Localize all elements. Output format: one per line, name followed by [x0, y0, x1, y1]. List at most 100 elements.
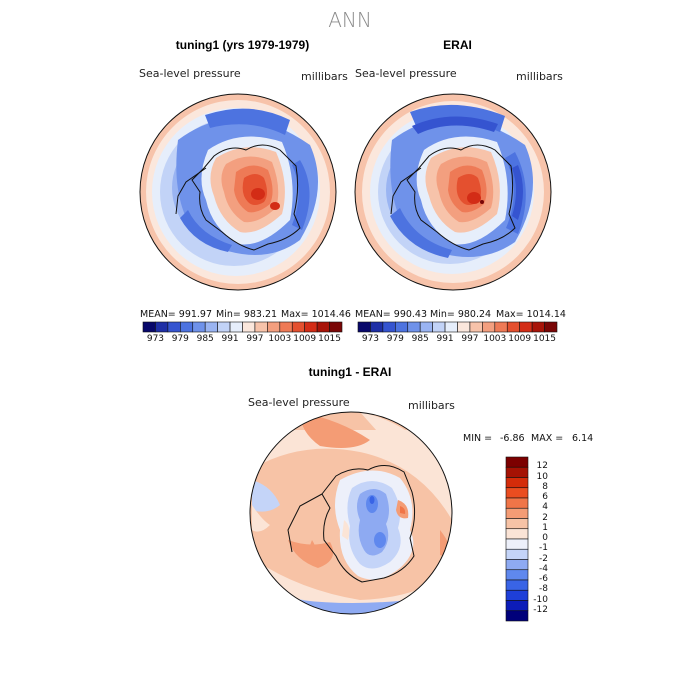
diff-colorbar-box: [505, 559, 529, 571]
left-colorbar-tick-label: 1015: [318, 334, 342, 344]
right-colorbar-tick-label: 1003: [483, 334, 507, 344]
left-map-fill: [140, 94, 336, 290]
diff-max-value: 6.14: [572, 433, 594, 444]
left-colorbar-tick-label: 1009: [293, 334, 317, 344]
right-colorbar-box: [519, 321, 533, 333]
diff-colorbar-box: [505, 600, 529, 612]
diff-colorbar-tick-label: -10: [533, 594, 548, 605]
right-colorbar-box: [506, 321, 520, 333]
left-colorbar-box: [254, 321, 268, 333]
left-colorbar-box: [242, 321, 256, 333]
figure-title: ANN: [328, 8, 372, 32]
left-map-border: [139, 93, 337, 291]
diff-min-label: MIN =: [463, 433, 493, 444]
diff-colorbar-tick-label: 1: [542, 522, 548, 533]
right-colorbar-box: [444, 321, 458, 333]
diff-colorbar-box: [505, 610, 529, 622]
diff-colorbar-tick-label: -12: [533, 604, 548, 615]
right-units-label: millibars: [516, 70, 563, 83]
right-colorbar-box: [494, 321, 508, 333]
diff-colorbar-box: [505, 477, 529, 489]
right-colorbar-box: [544, 321, 558, 333]
diff-colorbar-tick-label: 0: [542, 533, 548, 543]
left-colorbar-tick-label: 979: [171, 334, 189, 344]
left-colorbar-tick-label: 973: [146, 334, 165, 344]
left-colorbar-box: [180, 321, 194, 333]
right-variable-label: Sea-level pressure: [355, 67, 457, 80]
left-colorbar-box: [279, 321, 293, 333]
right-colorbar-box: [407, 321, 421, 333]
right-colorbar-tick-label: 997: [461, 334, 479, 344]
diff-colorbar-tick-label: -6: [539, 574, 548, 584]
diff-colorbar-box: [505, 538, 529, 550]
diff-colorbar-tick-label: 4: [542, 502, 548, 513]
right-min-stat: Min= 980.24: [430, 309, 492, 320]
right-colorbar-box: [531, 321, 545, 333]
diff-colorbar-box: [505, 487, 529, 499]
left-panel-title: tuning1 (yrs 1979-1979): [175, 38, 310, 52]
left-colorbar: [142, 321, 343, 333]
left-variable-label: Sea-level pressure: [139, 67, 241, 80]
right-colorbar-box: [382, 321, 396, 333]
left-colorbar-box: [304, 321, 318, 333]
diff-colorbar-box: [505, 548, 529, 560]
left-colorbar-box: [142, 321, 156, 333]
left-mean-stat: MEAN= 991.97: [140, 309, 213, 320]
right-colorbar-tick-label: 1015: [533, 334, 557, 344]
left-colorbar-box: [229, 321, 243, 333]
diff-colorbar-box: [505, 518, 529, 530]
diff-colorbar-tick-label: -8: [539, 584, 548, 595]
diff-colorbar-box: [505, 466, 529, 478]
diff-colorbar-tick-label: 8: [542, 481, 548, 492]
right-colorbar-box: [395, 321, 409, 333]
diff-colorbar: [505, 456, 529, 622]
left-colorbar-tick-label: 997: [246, 334, 264, 344]
left-colorbar-box: [204, 321, 218, 333]
diff-map-fill: [250, 412, 452, 614]
left-colorbar-box: [167, 321, 181, 333]
diff-colorbar-tick-label: 2: [542, 512, 548, 523]
left-colorbar-box: [316, 321, 330, 333]
diff-panel-title: tuning1 - ERAI: [308, 365, 392, 379]
right-colorbar-box: [357, 321, 371, 333]
left-colorbar-tick-label: 991: [221, 334, 239, 344]
diff-colorbar-box: [505, 507, 529, 519]
diff-colorbar-tick-label: -1: [539, 543, 548, 554]
right-colorbar-tick-label: 991: [436, 334, 454, 344]
right-colorbar-tick-label: 985: [411, 334, 429, 344]
left-colorbar-tick-label: 985: [196, 334, 214, 344]
diff-colorbar-tick-label: 6: [542, 492, 548, 502]
left-colorbar-box: [192, 321, 206, 333]
left-max-stat: Max= 1014.46: [281, 309, 351, 320]
left-colorbar-box: [291, 321, 305, 333]
right-colorbar-tick-label: 979: [386, 334, 404, 344]
right-colorbar-box: [432, 321, 446, 333]
diff-colorbar-box: [505, 528, 529, 540]
diff-colorbar-tick-label: 12: [536, 461, 548, 472]
right-colorbar-tick-label: 1009: [508, 334, 532, 344]
diff-colorbar-box: [505, 579, 529, 591]
right-mean-stat: MEAN= 990.43: [355, 309, 428, 320]
left-colorbar-box: [267, 321, 281, 333]
diff-colorbar-box: [505, 497, 529, 509]
left-min-stat: Min= 983.21: [216, 309, 278, 320]
right-panel-title: ERAI: [443, 38, 472, 52]
right-map-fill: [355, 94, 551, 290]
left-colorbar-tick-label: 1003: [268, 334, 292, 344]
right-map-border: [354, 93, 552, 291]
diff-units-label: millibars: [408, 399, 455, 412]
diff-colorbar-box: [505, 589, 529, 601]
diff-colorbar-box: [505, 456, 529, 468]
diff-variable-label: Sea-level pressure: [248, 396, 350, 409]
diff-max-label: MAX =: [531, 433, 564, 444]
left-colorbar-box: [217, 321, 231, 333]
left-colorbar-box: [155, 321, 169, 333]
right-colorbar-box: [457, 321, 471, 333]
diff-colorbar-tick-label: -4: [539, 563, 548, 574]
left-units-label: millibars: [301, 70, 348, 83]
diff-map-border: [249, 411, 453, 615]
diff-colorbar-tick-label: 10: [536, 471, 548, 482]
diff-colorbar-box: [505, 569, 529, 581]
